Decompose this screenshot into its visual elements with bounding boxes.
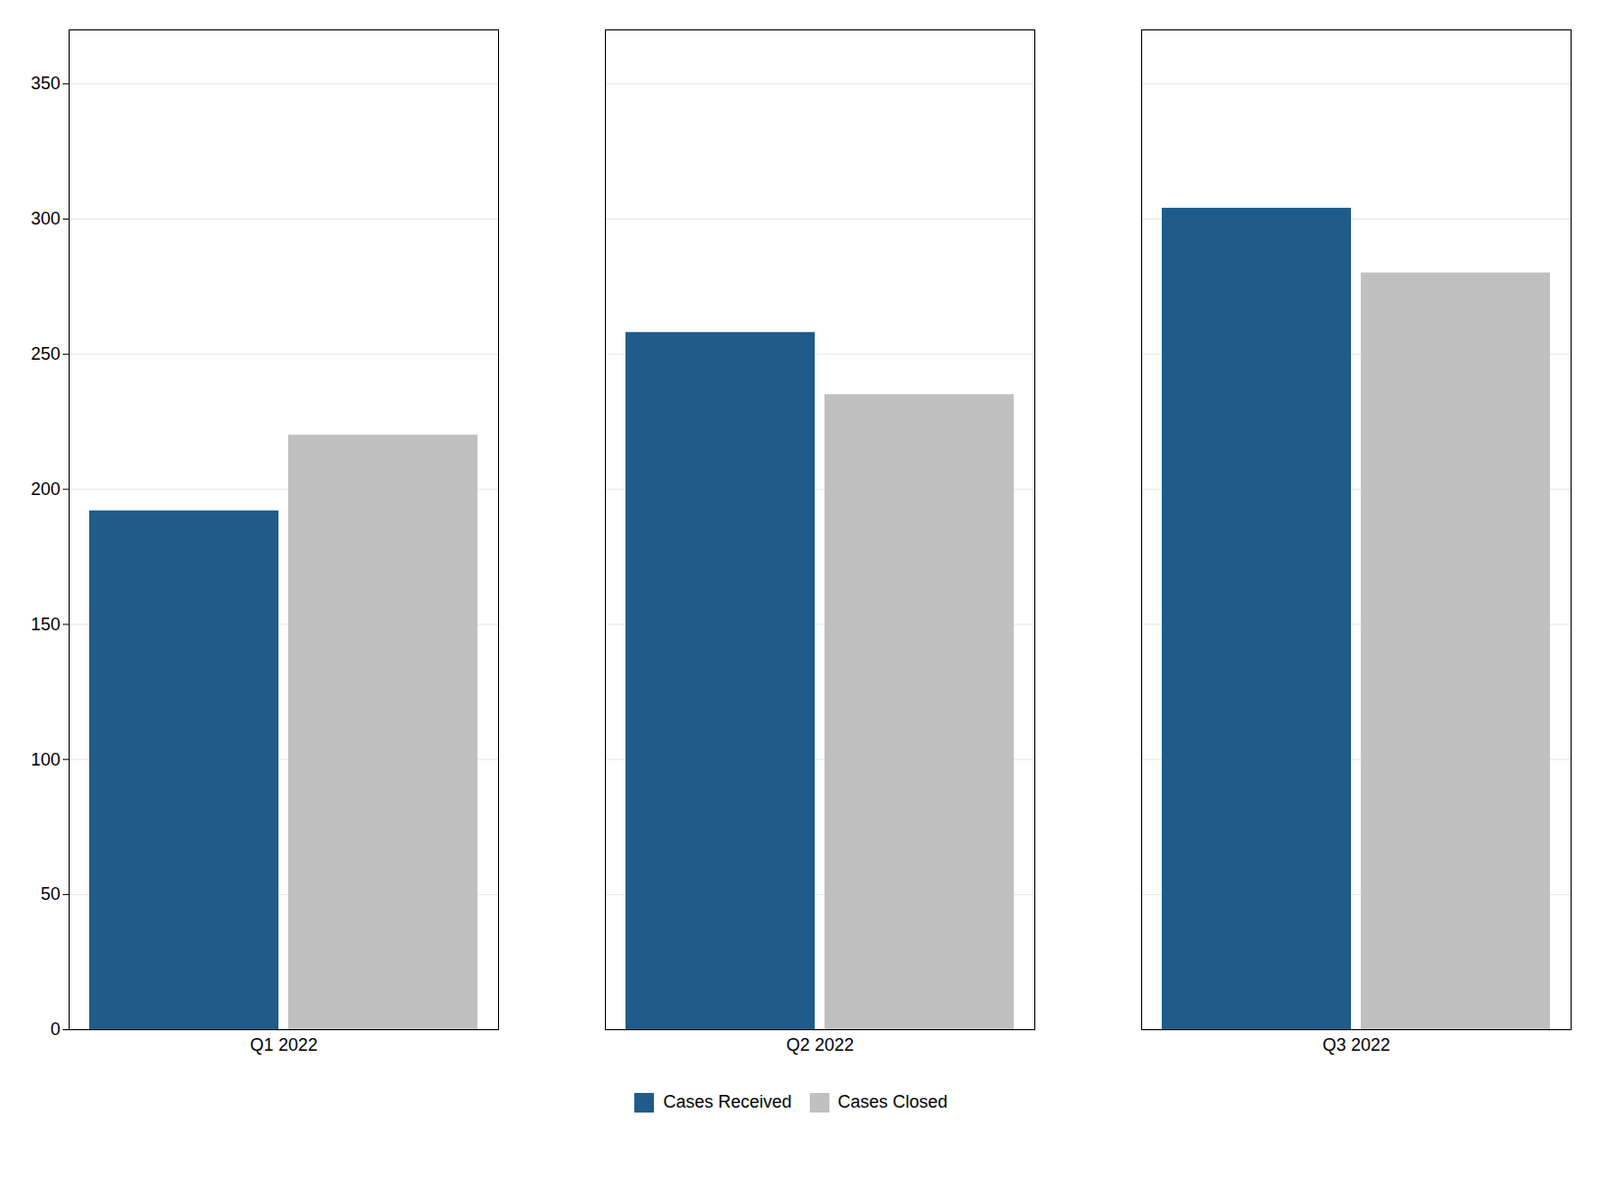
svg-text:100: 100 (30, 750, 60, 770)
svg-text:0: 0 (50, 1019, 60, 1040)
html-text:Cases Closed: Cases Closed (837, 1092, 948, 1112)
svg-text:300: 300 (30, 208, 60, 229)
svg-text:200: 200 (30, 479, 60, 500)
svg-text:350: 350 (30, 73, 60, 94)
svg-text:Q3 2022: Q3 2022 (1322, 1035, 1391, 1055)
svg-text:Q2 2022: Q2 2022 (786, 1035, 854, 1055)
svg-text:150: 150 (30, 614, 60, 635)
svg-text:Q1 2022: Q1 2022 (250, 1035, 318, 1055)
svg-text:50: 50 (40, 884, 60, 904)
svg-text:250: 250 (30, 344, 60, 364)
html-text:Cases Received: Cases Received (663, 1092, 792, 1112)
